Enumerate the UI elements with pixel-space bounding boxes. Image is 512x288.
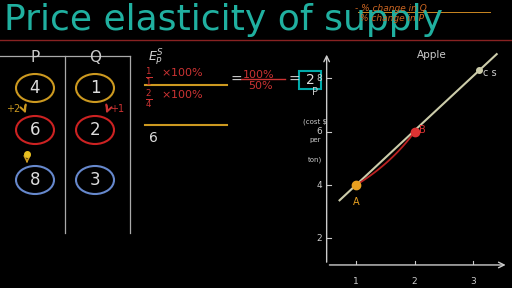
Text: 3: 3 (471, 277, 476, 286)
Text: 2: 2 (412, 277, 417, 286)
Text: $\frac{1}{1}$: $\frac{1}{1}$ (145, 66, 153, 88)
Text: 2: 2 (317, 234, 323, 243)
Text: - % change in Q: - % change in Q (355, 4, 427, 13)
Text: Apple: Apple (417, 50, 447, 60)
Text: 1: 1 (90, 79, 100, 97)
Text: +2: +2 (6, 104, 20, 114)
Text: $E_P^S$: $E_P^S$ (148, 48, 164, 68)
Text: (cost $: (cost $ (303, 119, 327, 125)
Text: c s: c s (483, 68, 497, 78)
Text: % change in P: % change in P (360, 14, 424, 23)
Text: Q: Q (89, 50, 101, 65)
Text: 100%: 100% (243, 70, 274, 80)
Text: 2: 2 (306, 73, 314, 87)
Text: =: = (231, 73, 243, 87)
Text: 6: 6 (317, 127, 323, 136)
Text: 4: 4 (30, 79, 40, 97)
Text: 3: 3 (90, 171, 100, 189)
Text: $\times$100%: $\times$100% (161, 88, 204, 100)
Text: P: P (312, 87, 318, 97)
Text: A: A (353, 197, 359, 207)
Text: 1: 1 (353, 277, 359, 286)
Text: $\times$100%: $\times$100% (161, 66, 204, 78)
Text: B: B (419, 125, 426, 135)
Text: 4: 4 (317, 181, 323, 190)
Text: 8: 8 (30, 171, 40, 189)
Text: Price elasticity of supply: Price elasticity of supply (4, 3, 443, 37)
Text: P: P (30, 50, 39, 65)
Text: 2: 2 (90, 121, 100, 139)
Text: 50%: 50% (248, 81, 272, 91)
Text: 6: 6 (149, 131, 158, 145)
Text: ton): ton) (308, 156, 322, 162)
Text: +1: +1 (110, 104, 124, 114)
Text: 8: 8 (317, 74, 323, 83)
Text: $\frac{2}{4}$: $\frac{2}{4}$ (145, 88, 153, 110)
Text: =: = (289, 73, 301, 87)
Text: 6: 6 (30, 121, 40, 139)
Text: per: per (309, 137, 321, 143)
